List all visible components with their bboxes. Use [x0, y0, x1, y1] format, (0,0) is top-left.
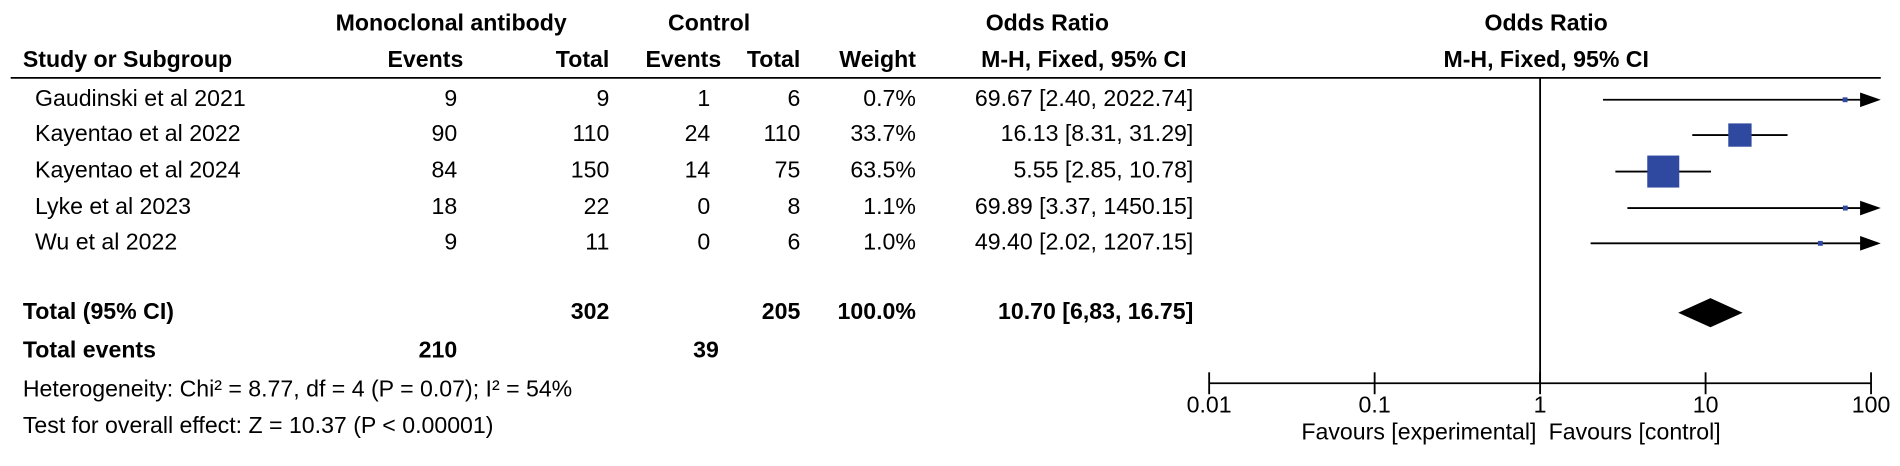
- ci-arrow: [1860, 236, 1881, 251]
- cell: 63.5%: [850, 157, 916, 183]
- cell: 110: [572, 120, 609, 146]
- ci-arrow: [1860, 92, 1881, 108]
- group-header: Monoclonal antibody: [336, 9, 567, 35]
- cell: 9: [444, 85, 457, 111]
- cell: 24: [685, 120, 711, 146]
- column-header: Weight: [839, 46, 916, 72]
- total-cell: 205: [762, 298, 801, 324]
- total-diamond: [1678, 298, 1743, 328]
- cell: 6: [787, 228, 800, 254]
- cell: 0: [697, 228, 710, 254]
- study-name: Lyke et al 2023: [35, 193, 191, 219]
- cell: 1: [697, 85, 710, 111]
- group-header: Control: [668, 9, 750, 35]
- column-header: M-H, Fixed, 95% CI: [981, 46, 1186, 72]
- study-box: [1817, 240, 1823, 246]
- cell: 16.13 [8.31, 31.29]: [1001, 120, 1194, 146]
- total-cell: 100.0%: [838, 298, 916, 324]
- total-label: Total (95% CI): [23, 298, 174, 324]
- cell: 1.1%: [863, 193, 916, 219]
- study-name: Wu et al 2022: [35, 228, 177, 254]
- total-events-cell: 39: [693, 337, 719, 363]
- cell: 75: [775, 157, 801, 183]
- total-cell: 10.70 [6,83, 16.75]: [998, 298, 1193, 324]
- cell: 150: [571, 157, 610, 183]
- cell: 0.7%: [863, 85, 916, 111]
- column-header: M-H, Fixed, 95% CI: [1443, 46, 1648, 72]
- cell: 49.40 [2.02, 1207.15]: [975, 228, 1193, 254]
- cell: 84: [432, 157, 458, 183]
- cell: 14: [685, 157, 711, 183]
- x-tick-label: 1: [1534, 391, 1547, 417]
- total-events-label: Total events: [23, 337, 156, 363]
- cell: 18: [432, 193, 458, 219]
- cell: 1.0%: [863, 228, 916, 254]
- cell: 6: [787, 85, 800, 111]
- column-header: Events: [388, 46, 464, 72]
- column-header: Study or Subgroup: [23, 46, 232, 72]
- column-header: Total: [747, 46, 800, 72]
- cell: 33.7%: [850, 120, 916, 146]
- study-box: [1842, 205, 1848, 211]
- cell: 9: [596, 85, 609, 111]
- favours-label: Favours [control]: [1549, 418, 1721, 444]
- heterogeneity: Heterogeneity: Chi² = 8.77, df = 4 (P = …: [23, 376, 572, 402]
- column-header: Events: [645, 46, 721, 72]
- total-cell: 302: [571, 298, 610, 324]
- x-tick-label: 0.1: [1359, 391, 1391, 417]
- study-name: Kayentao et al 2022: [35, 120, 241, 146]
- cell: 5.55 [2.85, 10.78]: [1013, 157, 1193, 183]
- cell: 8: [787, 193, 800, 219]
- cell: 69.89 [3.37, 1450.15]: [975, 193, 1193, 219]
- x-tick-label: 100: [1852, 391, 1891, 417]
- x-tick-label: 10: [1693, 391, 1719, 417]
- cell: 22: [584, 193, 610, 219]
- ci-arrow: [1860, 200, 1881, 216]
- cell: 9: [444, 228, 457, 254]
- column-header: Total: [556, 46, 610, 72]
- cell: 69.67 [2.40, 2022.74]: [975, 85, 1193, 111]
- cell: 0: [697, 193, 710, 219]
- column-header: Odds Ratio: [1485, 9, 1608, 35]
- study-name: Gaudinski et al 2021: [35, 85, 246, 111]
- x-tick-label: 0.01: [1187, 391, 1232, 417]
- study-box: [1842, 97, 1848, 103]
- study-box: [1728, 123, 1752, 147]
- favours-label: Favours [experimental]: [1301, 418, 1536, 444]
- study-name: Kayentao et al 2024: [35, 157, 241, 183]
- cell: 11: [585, 228, 609, 254]
- cell: 110: [764, 120, 801, 146]
- column-header: Odds Ratio: [986, 9, 1109, 35]
- overall-effect: Test for overall effect: Z = 10.37 (P < …: [23, 412, 494, 438]
- total-events-cell: 210: [419, 337, 458, 363]
- cell: 90: [432, 120, 458, 146]
- study-box: [1647, 155, 1680, 188]
